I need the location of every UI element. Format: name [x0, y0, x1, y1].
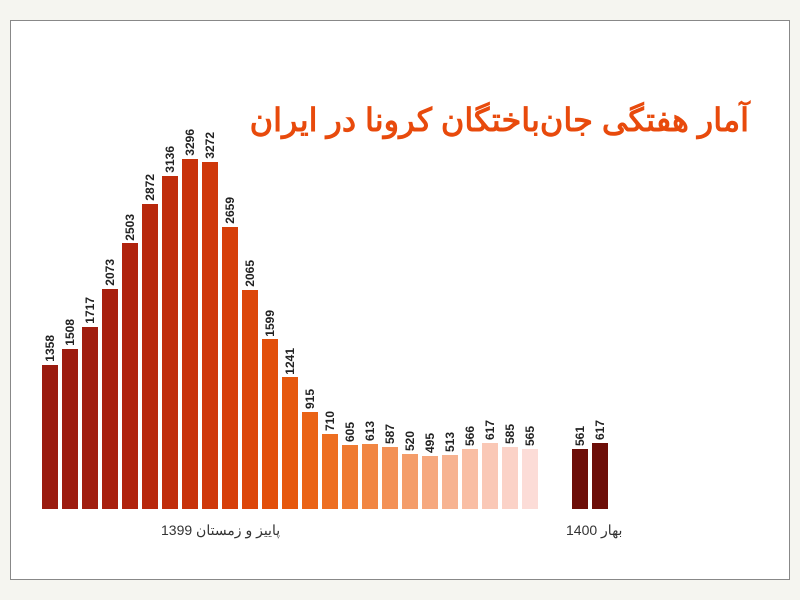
bar-value-label: 495 — [423, 433, 437, 453]
bar — [322, 434, 338, 509]
bar-wrap: 915 — [301, 389, 319, 509]
bar-value-label: 585 — [503, 424, 517, 444]
bar-wrap: 617 — [481, 420, 499, 509]
bar-wrap: 605 — [341, 422, 359, 509]
bar-value-label: 3296 — [183, 129, 197, 156]
bar-value-label: 1508 — [63, 319, 77, 346]
bar-value-label: 3136 — [163, 146, 177, 173]
bar-wrap: 513 — [441, 432, 459, 510]
bar — [202, 162, 218, 509]
bar-wrap: 520 — [401, 431, 419, 509]
bar — [482, 443, 498, 509]
bar — [142, 204, 158, 509]
bar — [122, 243, 138, 509]
bar-wrap: 495 — [421, 433, 439, 509]
bar-value-label: 1599 — [263, 310, 277, 337]
bar — [502, 447, 518, 509]
bar-wrap: 2659 — [221, 197, 239, 509]
bar — [102, 289, 118, 509]
bar-value-label: 520 — [403, 431, 417, 451]
bar — [462, 449, 478, 509]
bar — [242, 290, 258, 509]
bar-wrap: 2503 — [121, 214, 139, 509]
bar-value-label: 617 — [593, 420, 607, 440]
bar — [382, 447, 398, 509]
chart-frame: آمار هفتگی جان‌باختگان کرونا در ایران 13… — [10, 20, 790, 580]
bar — [262, 339, 278, 509]
bar-value-label: 710 — [323, 411, 337, 431]
chart-area: 1358 1508 1717 2073 2503 2872 3136 3296 3272 2659… — [41, 89, 761, 509]
axis-label-spring: بهار 1400 — [566, 522, 622, 539]
bar — [592, 443, 608, 509]
bar-wrap: 2065 — [241, 260, 259, 509]
bar-value-label: 2065 — [243, 260, 257, 287]
bar-value-label: 513 — [443, 432, 457, 452]
bar-value-label: 617 — [483, 420, 497, 440]
bar-wrap: 3272 — [201, 132, 219, 509]
bar-value-label: 566 — [463, 426, 477, 446]
bar-wrap: 561 — [571, 426, 589, 509]
bar-value-label: 1358 — [43, 335, 57, 362]
bar — [402, 454, 418, 509]
bar — [282, 377, 298, 509]
bar — [572, 449, 588, 509]
bar-wrap: 1241 — [281, 348, 299, 509]
bar-wrap: 566 — [461, 426, 479, 509]
bar-value-label: 2073 — [103, 259, 117, 286]
bar-wrap: 1717 — [81, 297, 99, 509]
bar-value-label: 2503 — [123, 214, 137, 241]
bar — [182, 159, 198, 509]
bar-group-spring: 561 617 — [571, 420, 609, 509]
bar-wrap: 587 — [381, 424, 399, 509]
bar-group-autumn-winter: 1358 1508 1717 2073 2503 2872 3136 3296 3272 2659… — [41, 129, 539, 509]
bar-wrap: 3136 — [161, 146, 179, 509]
axis-label-autumn-winter: پاییز و زمستان 1399 — [161, 522, 280, 539]
bar — [422, 456, 438, 509]
bar-wrap: 565 — [521, 426, 539, 509]
bar — [362, 444, 378, 509]
bar-wrap: 3296 — [181, 129, 199, 509]
bar-wrap: 2073 — [101, 259, 119, 509]
bar-wrap: 1599 — [261, 310, 279, 509]
bar-value-label: 1241 — [283, 348, 297, 375]
bar — [522, 449, 538, 509]
bar-wrap: 613 — [361, 421, 379, 509]
bar — [42, 365, 58, 509]
bar — [162, 176, 178, 509]
bar — [82, 327, 98, 509]
bar — [302, 412, 318, 509]
bar — [442, 455, 458, 509]
bar-value-label: 915 — [303, 389, 317, 409]
bar-value-label: 561 — [573, 426, 587, 446]
bar-value-label: 605 — [343, 422, 357, 442]
bar — [342, 445, 358, 509]
bar — [222, 227, 238, 509]
bar-wrap: 2872 — [141, 174, 159, 509]
bar-wrap: 585 — [501, 424, 519, 509]
bar-wrap: 710 — [321, 411, 339, 509]
bar-value-label: 565 — [523, 426, 537, 446]
bar-value-label: 1717 — [83, 297, 97, 324]
bar-value-label: 613 — [363, 421, 377, 441]
bar-wrap: 617 — [591, 420, 609, 509]
bar-wrap: 1358 — [41, 335, 59, 509]
bar-wrap: 1508 — [61, 319, 79, 509]
bar-value-label: 3272 — [203, 132, 217, 159]
bar-value-label: 2659 — [223, 197, 237, 224]
bar-value-label: 587 — [383, 424, 397, 444]
bar — [62, 349, 78, 509]
bar-value-label: 2872 — [143, 174, 157, 201]
